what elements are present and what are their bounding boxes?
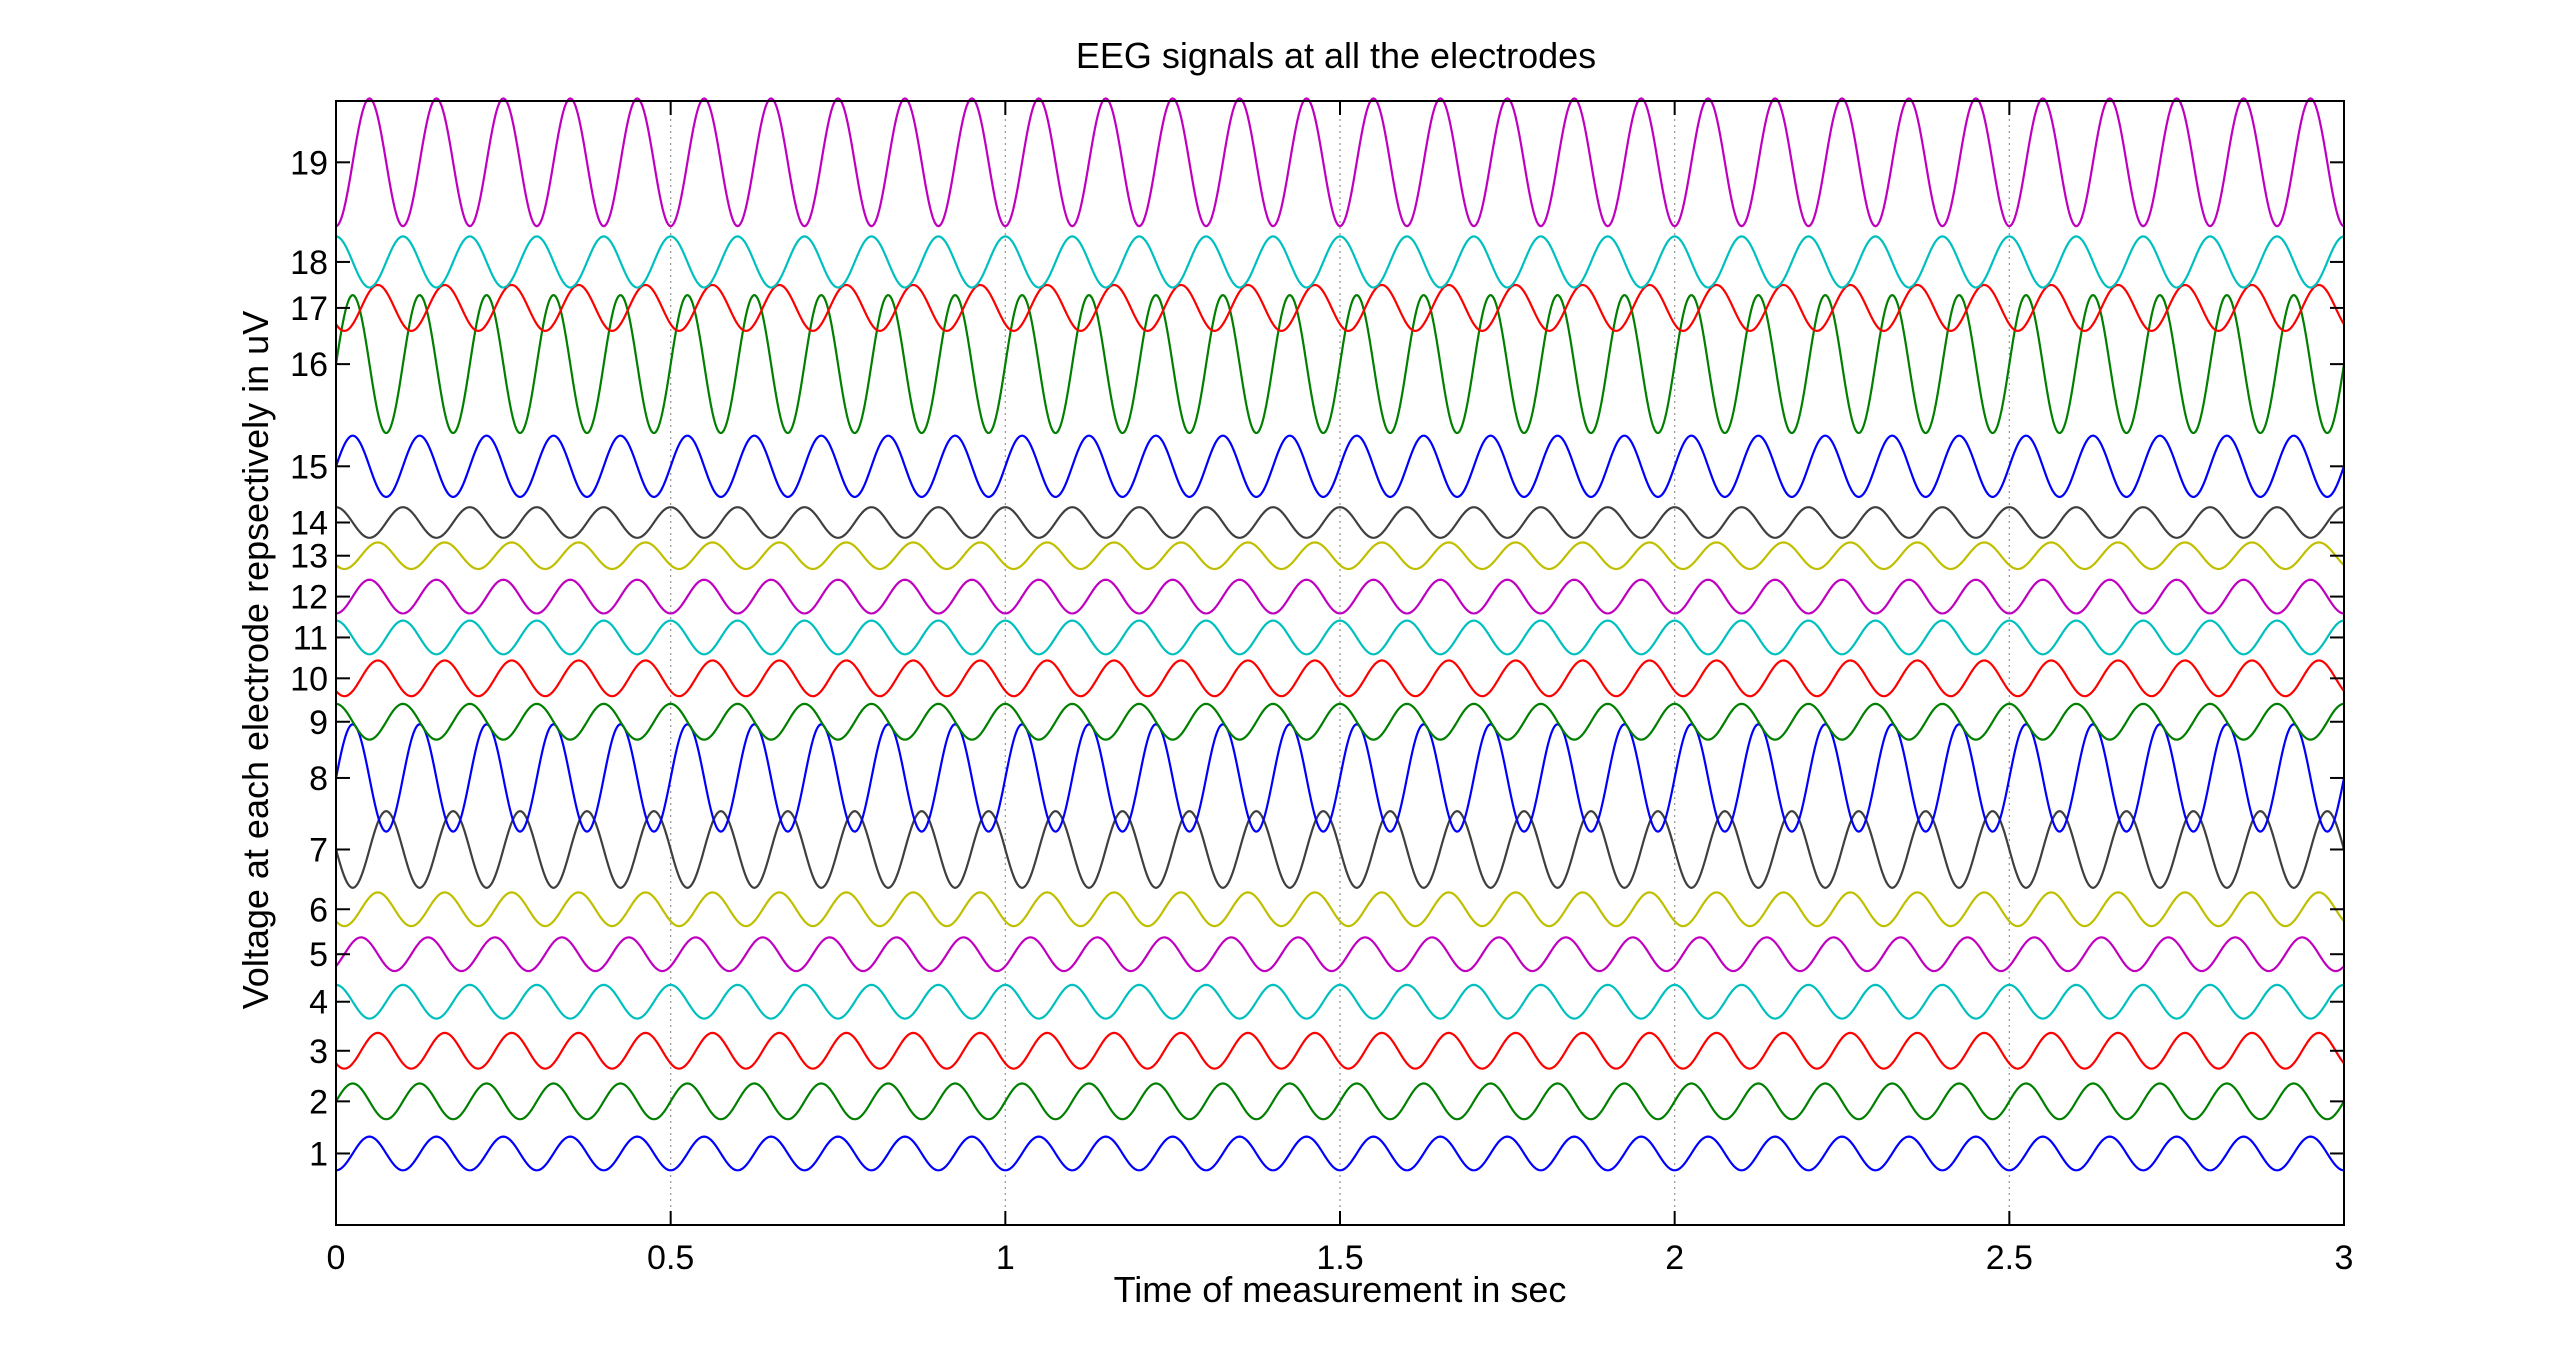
y-tick-label: 13 <box>290 538 328 576</box>
series-group <box>334 97 2346 1172</box>
series-line-electrode-11 <box>335 619 2345 656</box>
series-line-electrode-18 <box>335 235 2345 289</box>
x-tick-label: 1.5 <box>1316 1239 1363 1277</box>
y-tick-label: 17 <box>290 290 328 328</box>
series-line-electrode-1 <box>335 1135 2345 1172</box>
series-line-electrode-4 <box>335 983 2345 1020</box>
x-tick-label: 0.5 <box>647 1239 694 1277</box>
y-tick-label: 7 <box>309 831 328 869</box>
series-line-electrode-9 <box>335 702 2345 741</box>
series-line-electrode-7 <box>334 810 2346 889</box>
y-tick-label: 11 <box>293 619 328 657</box>
y-tick-label: 14 <box>290 505 328 543</box>
series-line-electrode-6 <box>335 891 2345 928</box>
x-axis-ticks: 0 0.5 1 1.5 2 2.5 3 <box>327 101 2354 1277</box>
series-line-electrode-15 <box>334 434 2346 498</box>
series-line-electrode-2 <box>335 1082 2345 1121</box>
y-tick-label: 3 <box>309 1033 328 1071</box>
y-tick-label: 4 <box>309 984 328 1022</box>
x-tick-label: 0 <box>327 1239 346 1277</box>
y-tick-label: 15 <box>290 448 328 486</box>
x-tick-label: 1 <box>996 1239 1015 1277</box>
series-line-electrode-12 <box>335 578 2345 615</box>
y-axis-label: Voltage at each electrode repsectively i… <box>235 311 276 1009</box>
y-tick-label: 1 <box>309 1135 328 1173</box>
x-tick-label: 2 <box>1665 1239 1684 1277</box>
chart-title: EEG signals at all the electrodes <box>1076 35 1596 76</box>
series-line-electrode-5 <box>335 936 2345 973</box>
y-tick-label: 12 <box>290 579 328 617</box>
series-line-electrode-8 <box>334 723 2346 833</box>
series-line-electrode-14 <box>335 506 2345 539</box>
y-tick-label: 9 <box>309 704 328 742</box>
series-line-electrode-16 <box>334 294 2346 435</box>
grid-lines <box>670 101 2010 1225</box>
series-line-electrode-19 <box>335 97 2345 228</box>
y-tick-label: 6 <box>309 891 328 929</box>
series-line-electrode-3 <box>335 1031 2345 1070</box>
series-line-electrode-10 <box>335 659 2345 698</box>
x-tick-label: 3 <box>2335 1239 2354 1277</box>
y-tick-label: 5 <box>309 936 328 974</box>
y-tick-label: 2 <box>309 1083 328 1121</box>
y-tick-label: 19 <box>290 144 328 182</box>
series-line-electrode-13 <box>335 541 2345 571</box>
x-tick-label: 2.5 <box>1986 1239 2033 1277</box>
y-tick-label: 8 <box>309 760 328 798</box>
series-line-electrode-17 <box>335 283 2345 333</box>
y-tick-label: 16 <box>290 346 328 384</box>
y-tick-label: 10 <box>290 660 328 698</box>
x-axis-label: Time of measurement in sec <box>1114 1269 1567 1310</box>
y-tick-label: 18 <box>290 244 328 282</box>
